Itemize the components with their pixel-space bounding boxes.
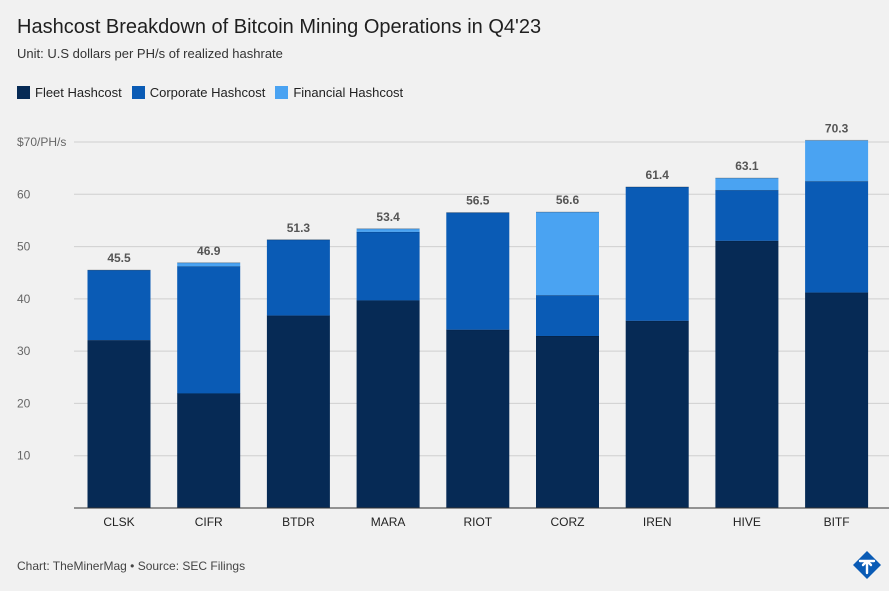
total-label-iren: 61.4 [646, 168, 670, 182]
x-tick-label-cifr: CIFR [195, 515, 223, 529]
theminermag-logo-icon [853, 551, 881, 579]
legend-label-fleet: Fleet Hashcost [35, 85, 122, 100]
bar-iren-corporate [625, 186, 689, 321]
bar-riot-fleet [446, 329, 510, 508]
y-tick-label-30: 30 [17, 344, 31, 358]
bar-bitf-corporate [805, 181, 869, 293]
bar-clsk-fleet [87, 340, 151, 508]
bar-corz-fleet [536, 335, 599, 508]
legend-swatch-financial [275, 86, 289, 99]
x-tick-label-corz: CORZ [551, 515, 585, 529]
bar-btdr-corporate [266, 239, 330, 316]
bar-cifr-corporate [177, 266, 241, 394]
total-label-riot: 56.5 [466, 194, 490, 208]
total-label-mara: 53.4 [376, 210, 400, 224]
chart-subtitle: Unit: U.S dollars per PH/s of realized h… [17, 46, 283, 61]
total-label-clsk: 45.5 [107, 251, 131, 265]
y-tick-label-20: 20 [17, 396, 31, 410]
bar-bitf-financial [805, 140, 869, 182]
total-label-cifr: 46.9 [197, 244, 221, 258]
y-tick-label-70: $70/PH/s [17, 135, 66, 149]
total-label-bitf: 70.3 [825, 121, 849, 135]
legend-swatch-corporate [131, 86, 145, 99]
bar-mara-fleet [356, 300, 420, 508]
y-axis-ticks: 10 20 30 40 50 60 $70/PH/s [17, 135, 66, 463]
bar-bitf-fleet [805, 292, 869, 508]
y-tick-label-60: 60 [17, 187, 31, 201]
legend-item-fleet: Fleet Hashcost [17, 85, 122, 100]
bar-mara-financial [356, 228, 420, 232]
bar-cifr-fleet [177, 393, 241, 508]
x-tick-label-btdr: BTDR [282, 515, 315, 529]
bar-mara-corporate [356, 231, 420, 301]
y-tick-label-10: 10 [17, 449, 31, 463]
bars [87, 139, 869, 508]
bar-hive-corporate [715, 190, 779, 241]
bar-cifr-financial [177, 262, 241, 267]
bar-iren-fleet [625, 320, 689, 508]
legend-swatch-fleet [17, 86, 30, 99]
total-label-hive: 63.1 [735, 159, 759, 173]
x-axis-ticks: CLSK CIFR BTDR MARA RIOT CORZ IREN HIVE BITF [103, 515, 849, 529]
bar-total-labels: 45.5 46.9 51.3 53.4 56.5 56.6 61.4 63.1 70.3 [107, 121, 848, 265]
bar-btdr-fleet [266, 315, 330, 508]
bar-hive-financial [715, 178, 779, 191]
legend-item-financial: Financial Hashcost [275, 85, 403, 100]
x-tick-label-hive: HIVE [733, 515, 761, 529]
bar-hive-fleet [715, 240, 779, 508]
legend-label-corporate: Corporate Hashcost [149, 85, 266, 100]
bar-corz-financial [536, 212, 599, 296]
bar-corz-corporate [536, 295, 599, 336]
chart-title: Hashcost Breakdown of Bitcoin Mining Ope… [17, 16, 542, 38]
y-tick-label-50: 50 [17, 240, 31, 254]
legend-label-financial: Financial Hashcost [293, 85, 404, 100]
total-label-btdr: 51.3 [287, 221, 311, 235]
legend-item-corporate: Corporate Hashcost [131, 85, 266, 100]
x-tick-label-bitf: BITF [824, 515, 850, 529]
y-tick-label-40: 40 [17, 292, 31, 306]
bar-clsk-corporate [87, 270, 151, 341]
x-tick-label-riot: RIOT [463, 515, 492, 529]
x-tick-label-iren: IREN [643, 515, 672, 529]
x-tick-label-clsk: CLSK [103, 515, 134, 529]
bar-riot-corporate [446, 212, 510, 330]
chart-source-footer: Chart: TheMinerMag • Source: SEC Filings [17, 559, 246, 573]
x-tick-label-mara: MARA [371, 515, 406, 529]
total-label-corz: 56.6 [556, 193, 580, 207]
legend: Fleet Hashcost Corporate Hashcost Financ… [17, 85, 413, 100]
